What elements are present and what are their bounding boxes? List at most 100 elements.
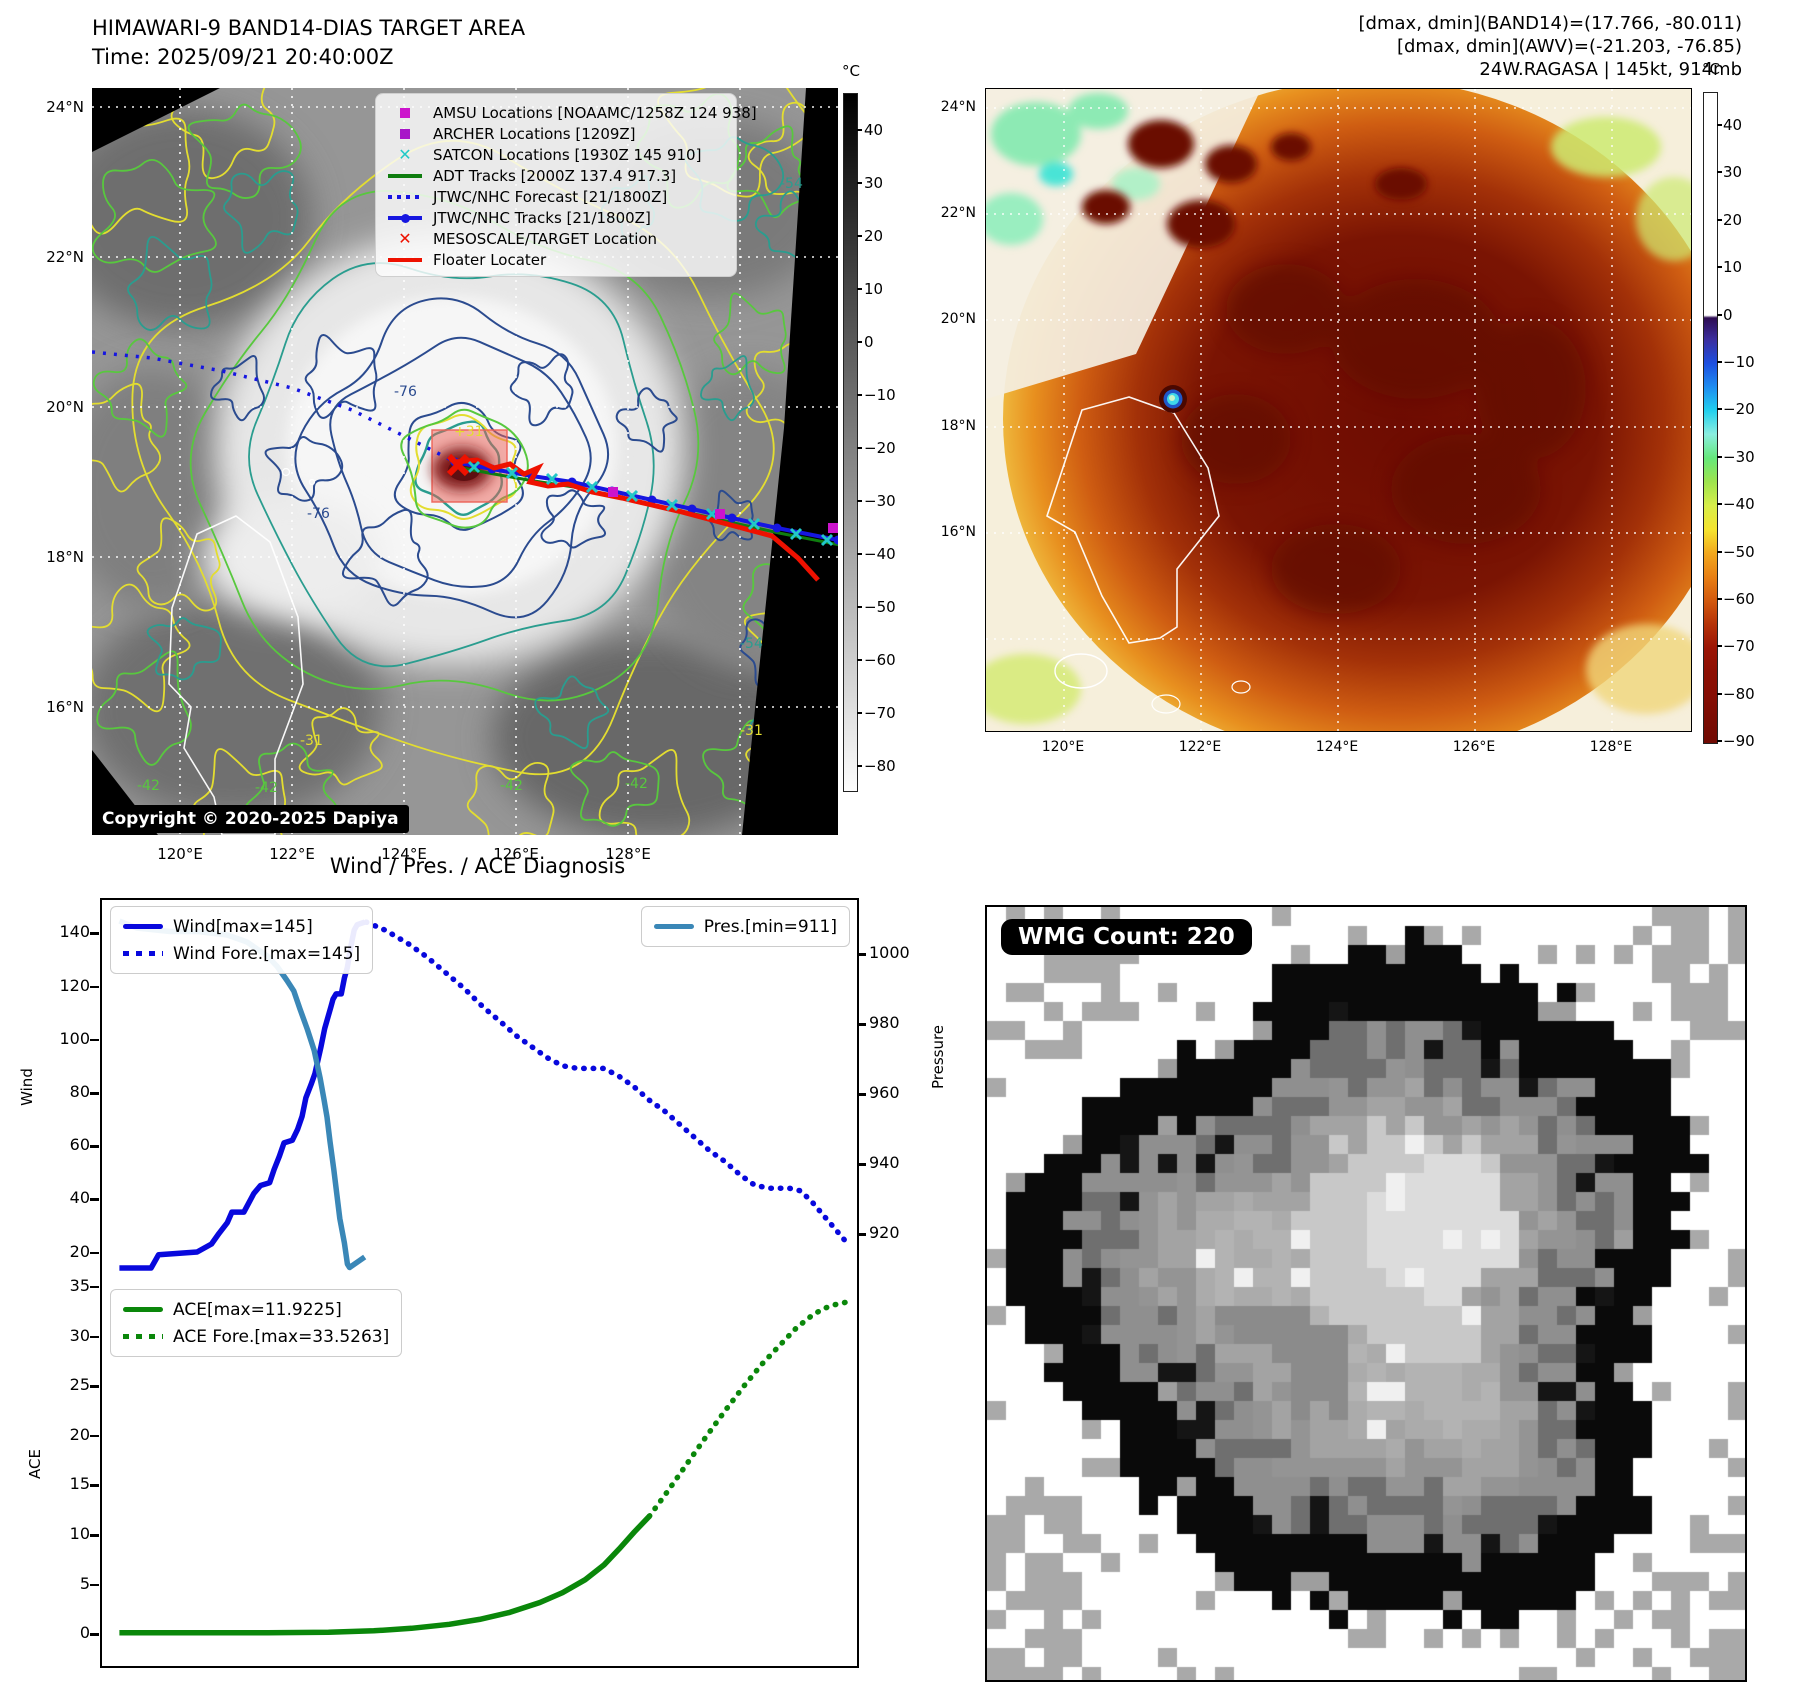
legend-item-mesoscale: ✕ MESOSCALE/TARGET Location (386, 228, 726, 249)
legend-label: ADT Tracks [2000Z 137.4 917.3] (433, 166, 677, 185)
ace-ytickmark (90, 1633, 99, 1636)
colorbar1-tick: 40 (864, 121, 884, 139)
wmg-count-badge: WMG Count: 220 (1001, 919, 1252, 955)
colorbar2-tickmark (1717, 266, 1722, 269)
ace-ytick: 0 (79, 1623, 90, 1643)
track-line-dot-icon (386, 209, 424, 227)
ace-ytick: 35 (69, 1275, 90, 1295)
wind-legend-label: Wind[max=145] (173, 916, 313, 937)
colorbar1-tick: −50 (864, 598, 896, 616)
wind-axis-label: Wind (18, 1068, 36, 1106)
wind-ytick: 100 (59, 1028, 90, 1048)
colorbar1-tick: 10 (864, 280, 884, 298)
contour-label: -42 (625, 776, 648, 792)
colorbar1-tick: −20 (864, 439, 896, 457)
pressure-ytick: 1000 (869, 943, 910, 962)
panel1-title-line2: Time: 2025/09/21 20:40:00Z (92, 45, 394, 69)
enhanced-ir-colorbar (1703, 92, 1718, 744)
ace-ytick: 15 (69, 1474, 90, 1494)
colorbar1-tickmark (857, 447, 862, 449)
colorbar2-tick: 0 (1723, 305, 1733, 324)
amsu-square-icon (386, 104, 424, 122)
pressure-ytick: 920 (869, 1223, 900, 1242)
contour-label: -31 (300, 733, 323, 749)
map1-lat-tick: 16°N (46, 698, 84, 716)
wind-ytickmark (90, 1251, 99, 1255)
wind-legend-row: Wind[max=145] (123, 913, 360, 940)
colorbar2-tick: 20 (1723, 210, 1743, 229)
legend-item-adt: ADT Tracks [2000Z 137.4 917.3] (386, 165, 726, 186)
colorbar2-tick: −60 (1723, 590, 1755, 608)
ace-chart: ACE[max=11.9225] ACE Fore.[max=33.5263] (100, 1283, 859, 1668)
contour-value-labels: -76 -76 -54 -54 -42 -42 -42 -42 -31 -31 +31 (137, 176, 803, 796)
legend-label: Floater Locater (433, 250, 547, 269)
colorbar2-tick: −40 (1723, 495, 1755, 514)
ace-ytickmark (90, 1285, 99, 1289)
ace-ytick: 30 (69, 1325, 90, 1345)
contour-label: -31 (740, 723, 763, 739)
ace-fore-legend-label: ACE Fore.[max=33.5263] (173, 1326, 390, 1347)
legend-item-forecast: JTWC/NHC Forecast [21/1800Z] (386, 186, 726, 207)
ace-legend: ACE[max=11.9225] ACE Fore.[max=33.5263] (110, 1289, 403, 1357)
ace-fore-line-sample (123, 1334, 163, 1339)
wind-ytick: 140 (59, 922, 90, 942)
wind-fore-line-sample (123, 951, 163, 956)
wmg-panel: WMG Count: 220 (985, 905, 1747, 1682)
band14-dmax-dmin: [dmax, dmin](BAND14)=(17.766, -80.011) (1358, 13, 1742, 34)
colorbar2-unit: °C (1702, 60, 1720, 78)
map2-lon-tick: 124°E (1315, 739, 1359, 755)
colorbar2-tick: 30 (1723, 163, 1743, 182)
colorbar1-tickmark (857, 606, 862, 608)
map2-lon-tick: 120°E (1041, 739, 1085, 755)
colorbar1-tickmark (857, 500, 862, 502)
pressure-ytickmark (857, 1233, 866, 1236)
wind-ytickmark (90, 1038, 99, 1042)
ace-ytickmark (90, 1534, 99, 1537)
storm-tracks (92, 350, 838, 582)
legend-item-satcon: ✕ SATCON Locations [1930Z 145 910] (386, 144, 726, 165)
ace-ytickmark (90, 1583, 99, 1587)
wind-ytick: 60 (69, 1135, 90, 1155)
map2-lat-tick: 18°N (940, 418, 976, 434)
colorbar2-tickmark (1717, 598, 1722, 600)
colorbar2-tickmark (1717, 408, 1722, 411)
colorbar2-tickmark (1717, 740, 1722, 743)
ace-ytick: 20 (69, 1424, 90, 1444)
wind-pressure-chart: Wind[max=145] Wind Fore.[max=145] Pres.[… (100, 898, 859, 1287)
map1-legend: AMSU Locations [NOAAMC/1258Z 124 938] AR… (375, 93, 757, 277)
legend-label: SATCON Locations [1930Z 145 910] (433, 145, 702, 164)
colorbar1-tick: −30 (864, 492, 896, 510)
ace-ytickmark (90, 1385, 99, 1388)
contour-label: -42 (500, 778, 523, 794)
colorbar2-tickmark (1717, 645, 1722, 648)
forecast-dotted-icon (386, 188, 424, 206)
colorbar1-tick: −40 (864, 545, 896, 563)
colorbar2-tick: −20 (1723, 400, 1755, 419)
pressure-ytick: 960 (869, 1083, 900, 1102)
legend-label: JTWC/NHC Forecast [21/1800Z] (433, 187, 668, 206)
contour-label: -76 (307, 506, 330, 522)
band14-map-art: -76 -76 -54 -54 -42 -42 -42 -42 -31 -31 +31 (92, 88, 838, 835)
pres-legend-row: Pres.[min=911] (653, 913, 837, 940)
legend-label: JTWC/NHC Tracks [21/1800Z] (433, 208, 651, 227)
colorbar2-tickmark (1717, 313, 1722, 316)
pressure-ytick: 940 (869, 1153, 900, 1172)
map1-lon-tick: 128°E (605, 845, 651, 863)
wind-fore-legend-label: Wind Fore.[max=145] (173, 943, 361, 964)
enhanced-ir-art (986, 89, 1691, 731)
wind-fore-legend-row: Wind Fore.[max=145] (123, 940, 360, 967)
contour-label: -54 (740, 636, 763, 652)
pressure-axis-label: Pressure (929, 1024, 947, 1090)
chart-title: Wind / Pres. / ACE Diagnosis (329, 854, 626, 878)
colorbar1-tick: −70 (864, 704, 896, 722)
archer-square-icon (386, 125, 424, 143)
contour-label: -42 (255, 780, 278, 796)
colorbar2-tickmark (1717, 218, 1722, 221)
colorbar1-tick: 0 (864, 333, 874, 351)
colorbar1-tickmark (857, 553, 862, 555)
floater-line-icon (386, 251, 424, 269)
satcon-x-icon: ✕ (398, 144, 412, 164)
colorbar2-tick: −80 (1723, 684, 1755, 703)
pres-line-sample (653, 924, 694, 929)
